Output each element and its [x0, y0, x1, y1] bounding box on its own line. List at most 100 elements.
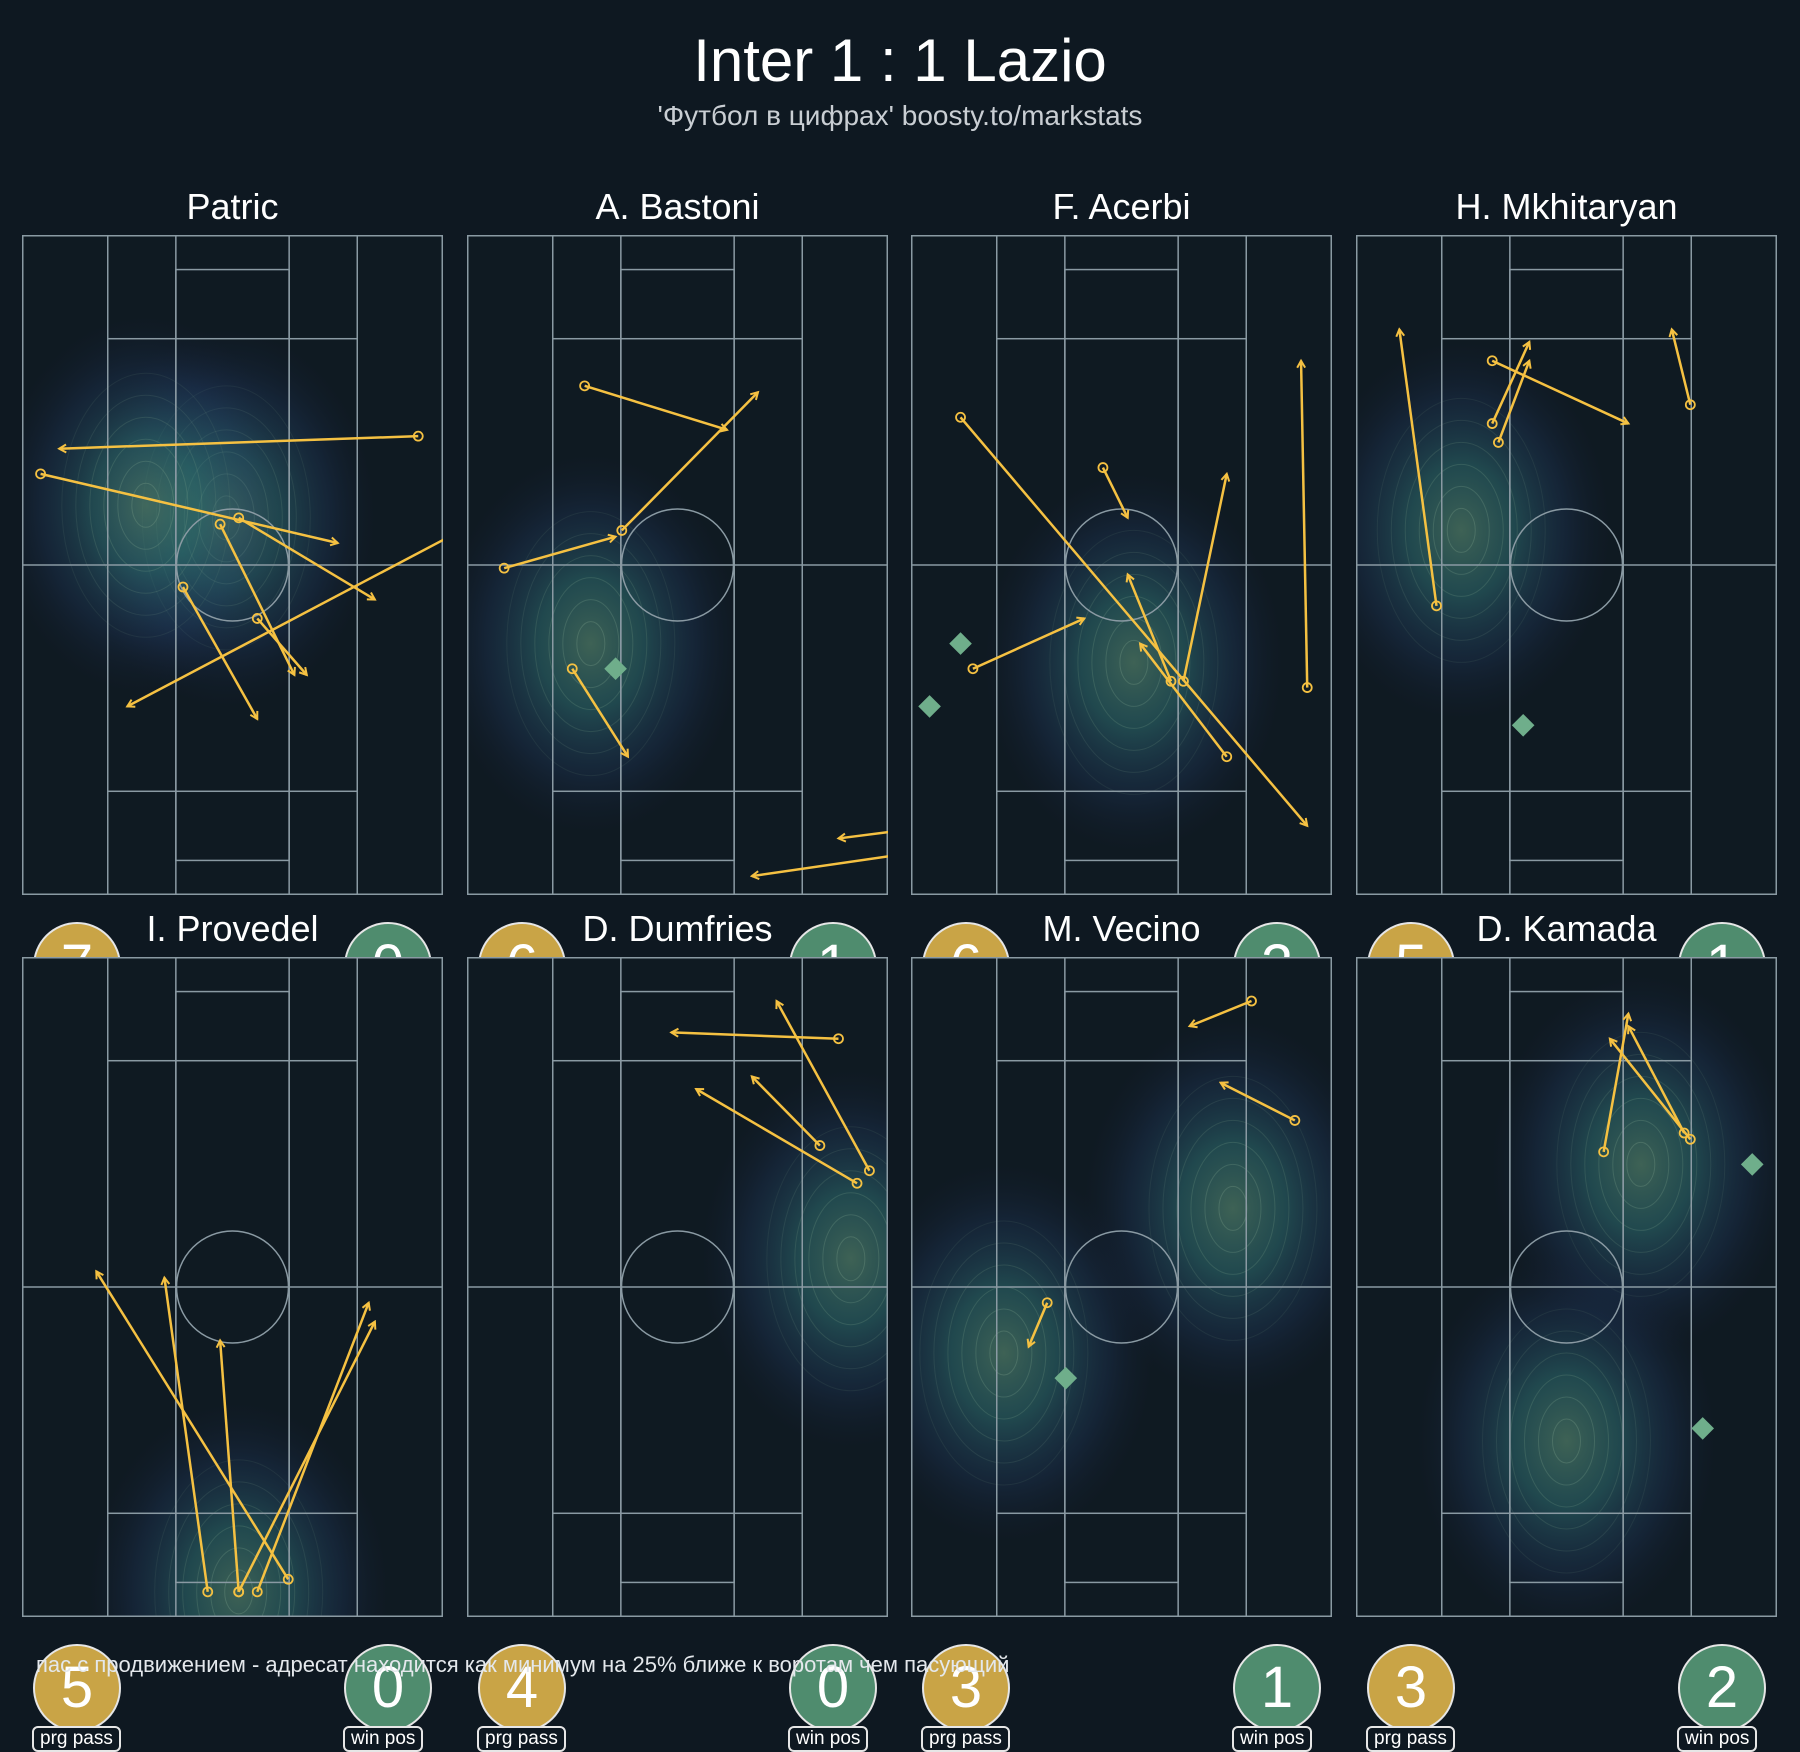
- pitch-svg: [1356, 957, 1777, 1617]
- win-pos-label: win pos: [343, 1726, 424, 1752]
- density-contour: [1390, 419, 1532, 641]
- pass-origin: [1486, 418, 1498, 429]
- pitch: [22, 957, 443, 1617]
- prg-pass-label: prg pass: [32, 1726, 121, 1752]
- goal-box-bottom: [1509, 268, 1624, 895]
- density-contour: [75, 394, 217, 616]
- density-contour: [836, 1236, 866, 1282]
- progressive-pass-arrow: [571, 668, 628, 757]
- density-contour: [548, 577, 634, 711]
- prg-pass-label: prg pass: [921, 1726, 1010, 1752]
- density-area: [22, 315, 296, 696]
- density-contour: [1162, 1097, 1304, 1319]
- progressive-pass-arrow: [164, 1278, 209, 1593]
- pass-origin: [282, 1573, 294, 1585]
- pass-origin: [177, 581, 189, 593]
- density-contour: [1063, 551, 1205, 773]
- progressive-pass-arrow: [1182, 474, 1226, 682]
- progressive-pass-arrow: [620, 392, 758, 532]
- pitch-svg: [1356, 235, 1777, 895]
- density-contour: [989, 1330, 1019, 1376]
- density-contour: [1538, 1396, 1595, 1486]
- progressive-pass-arrow: [503, 537, 615, 570]
- chart-subtitle: 'Футбол в цифрах' boosty.to/markstats: [657, 100, 1143, 131]
- progressive-pass-arrow: [220, 1340, 240, 1592]
- density-area: [467, 453, 741, 834]
- density-contour: [1432, 485, 1490, 575]
- progressive-pass-arrow: [1497, 361, 1529, 443]
- player-name: D. Dumfries: [582, 908, 773, 949]
- progressive-pass-arrow: [972, 618, 1084, 670]
- goal-box-bottom: [620, 990, 735, 1617]
- pass-origin: [814, 1140, 826, 1151]
- density-contour: [766, 1126, 888, 1392]
- pitch: [467, 235, 888, 895]
- progressive-pass-arrow: [1128, 574, 1173, 682]
- density-contour: [1148, 1075, 1318, 1341]
- player-panel: D. Kamada 3 prg pass 2 win pos: [1356, 908, 1777, 1752]
- progressive-pass-arrow: [59, 434, 419, 449]
- density-contour: [1190, 1141, 1276, 1275]
- player-name: I. Provedel: [146, 908, 319, 949]
- density-contour: [947, 1264, 1061, 1442]
- density-contour: [1552, 1418, 1581, 1464]
- pass-origin: [233, 1586, 245, 1598]
- progressive-pass-arrow: [671, 1032, 839, 1040]
- pitch: [22, 235, 443, 895]
- pitch-svg: [911, 957, 1332, 1617]
- pass-origin: [202, 1586, 214, 1598]
- pitch-svg: [911, 235, 1332, 895]
- density-contour: [61, 372, 231, 638]
- pass-origin: [566, 663, 578, 675]
- progressive-pass-arrow: [1301, 361, 1309, 688]
- density-contour: [562, 599, 620, 689]
- density-area: [911, 1163, 1154, 1543]
- density-contour: [1482, 1308, 1651, 1574]
- density-contour: [1091, 595, 1177, 729]
- goal-box-bottom: [175, 990, 290, 1617]
- density-contour: [534, 555, 648, 733]
- density-contour: [1612, 1119, 1670, 1209]
- pass-origin: [955, 411, 966, 423]
- progressive-pass-arrow: [127, 538, 443, 707]
- win-pos-label: win pos: [1232, 1726, 1313, 1752]
- pass-origin: [1492, 437, 1504, 448]
- pass-origin: [214, 518, 226, 530]
- player-name: F. Acerbi: [1052, 186, 1191, 227]
- progressive-pass-arrow: [959, 416, 1308, 826]
- pass-origin: [833, 1033, 844, 1045]
- pass-origin: [1289, 1115, 1301, 1126]
- progressive-pass-arrow: [696, 1087, 858, 1185]
- win-pos-label: win pos: [788, 1726, 869, 1752]
- progressive-pass-arrow: [752, 1076, 821, 1147]
- player-panel: I. Provedel 5 prg pass 0 win pos: [22, 908, 443, 1752]
- density-contour: [1626, 1141, 1656, 1187]
- pass-origin: [35, 468, 46, 480]
- player-name: M. Vecino: [1042, 908, 1201, 949]
- win-position-marker: [1740, 1153, 1764, 1176]
- prg-pass-label: prg pass: [1366, 1726, 1455, 1752]
- progressive-pass-arrow: [584, 384, 727, 430]
- progressive-pass-arrow: [256, 617, 307, 675]
- goal-box-bottom: [1064, 268, 1179, 895]
- pass-origin: [1431, 600, 1442, 612]
- goal-box-bottom: [620, 268, 735, 895]
- chart-title: Inter 1 : 1 Lazio: [693, 27, 1107, 94]
- density-contour: [1598, 1097, 1684, 1231]
- pitch-svg: [467, 235, 888, 895]
- progressive-pass-arrow: [1140, 644, 1228, 758]
- density-contour: [1570, 1053, 1712, 1275]
- progressive-pass-arrow: [1628, 1026, 1686, 1134]
- pass-origin: [1221, 751, 1233, 763]
- progressive-pass-arrow: [1190, 999, 1252, 1026]
- pass-origin: [851, 1177, 863, 1189]
- win-pos-count: 2: [1678, 1644, 1766, 1732]
- density-contour: [975, 1308, 1033, 1398]
- progressive-pass-arrow: [237, 1322, 375, 1593]
- density-contour: [794, 1170, 888, 1348]
- goal-box-bottom: [1509, 990, 1624, 1617]
